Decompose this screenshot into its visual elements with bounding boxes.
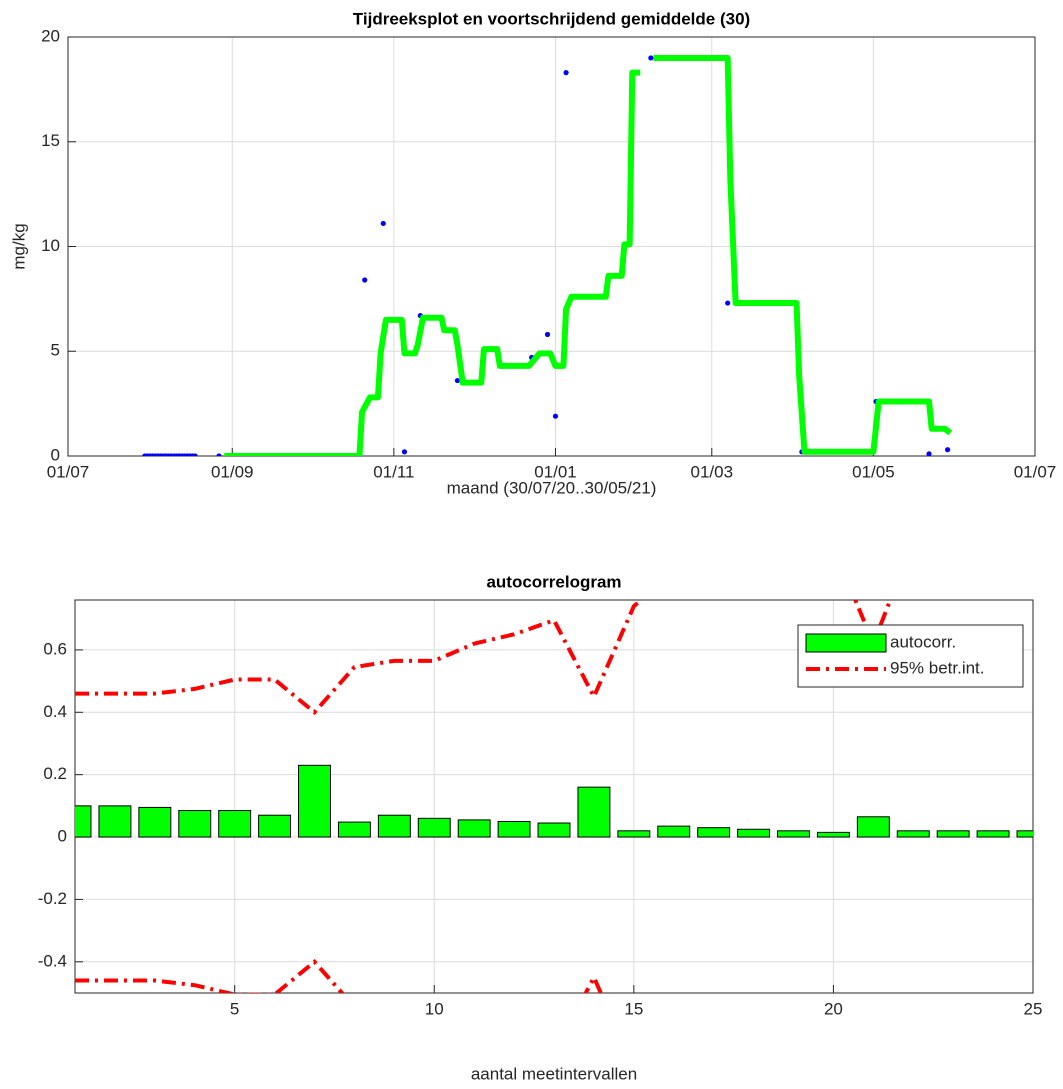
bar xyxy=(856,816,890,838)
x-axis-label: maand (30/07/20..30/05/21) xyxy=(447,478,657,497)
x-tick-label: 01/03 xyxy=(691,462,734,481)
data-point xyxy=(926,451,932,456)
axes: 01/07 01/09 01/11 01/01 01/03 01/05 01/0705101… xyxy=(41,26,1056,481)
bar xyxy=(417,817,451,838)
bar xyxy=(976,830,1010,838)
chart-title: autocorrelogram xyxy=(486,572,621,591)
x-tick-label: 25 xyxy=(1024,999,1043,1018)
data-point xyxy=(552,413,559,419)
x-tick-label: 01/07 xyxy=(1014,462,1057,481)
bar xyxy=(218,810,252,838)
data-point xyxy=(192,453,198,456)
y-tick-label: -0.2 xyxy=(38,889,67,908)
data-point xyxy=(401,449,408,455)
x-tick-label: 01/01 xyxy=(534,462,577,481)
bar xyxy=(617,830,651,838)
data-point xyxy=(725,300,731,306)
y-tick-label: 0.2 xyxy=(43,764,67,783)
bar xyxy=(657,825,691,838)
moving-average-line xyxy=(224,54,953,456)
data-point xyxy=(216,453,222,456)
bar xyxy=(737,828,771,838)
x-tick-label: 20 xyxy=(824,999,843,1018)
legend: autocorr. 95% betr.int. xyxy=(797,624,1024,688)
bar xyxy=(258,814,292,838)
bar xyxy=(178,810,212,838)
data-point xyxy=(944,447,951,453)
x-tick-label: 15 xyxy=(624,999,643,1018)
bar xyxy=(577,786,611,838)
x-tick-label: 01/05 xyxy=(852,462,895,481)
legend-swatch xyxy=(805,633,887,653)
y-tick-label: 10 xyxy=(41,236,60,255)
bar xyxy=(497,820,531,838)
x-tick-label: 01/07 xyxy=(47,462,90,481)
x-tick-label: 01/09 xyxy=(211,462,254,481)
y-tick-label: 5 xyxy=(51,341,60,360)
y-tick-label: -0.4 xyxy=(38,951,67,970)
data-point xyxy=(648,55,654,61)
x-tick-label: 5 xyxy=(230,999,239,1018)
bar xyxy=(337,821,371,838)
data-point xyxy=(380,220,386,227)
y-axis-label: mg/kg xyxy=(9,223,28,269)
y-tick-label: 0 xyxy=(51,445,60,464)
bar xyxy=(697,827,731,838)
chart-title: Tijdreeksplot en voortschrijdend gemidde… xyxy=(353,9,750,28)
bar xyxy=(936,830,970,838)
y-tick-label: 0.4 xyxy=(43,702,67,721)
bar xyxy=(896,830,930,838)
legend-label: autocorr. xyxy=(890,632,956,651)
y-tick-label: 20 xyxy=(41,26,60,45)
data-point xyxy=(362,277,368,283)
bar xyxy=(537,822,571,838)
bar xyxy=(1016,830,1033,838)
legend-label: 95% betr.int. xyxy=(890,658,985,677)
bar xyxy=(377,814,411,838)
x-tick-label: 10 xyxy=(425,999,444,1018)
y-tick-label: 0 xyxy=(58,827,67,846)
axes-box xyxy=(67,36,1036,457)
bar xyxy=(457,819,491,838)
bar xyxy=(75,805,92,838)
y-tick-label: 0.6 xyxy=(43,639,67,658)
axes-box xyxy=(74,599,1034,994)
bar xyxy=(298,764,331,838)
data-point xyxy=(454,377,461,384)
x-axis-label: aantal meetintervallen xyxy=(471,1064,637,1083)
x-tick-label: 01/11 xyxy=(373,462,414,481)
bar xyxy=(138,806,172,838)
bar xyxy=(777,830,810,838)
data-point xyxy=(563,70,569,76)
plot-content xyxy=(142,54,953,456)
bar xyxy=(98,805,132,838)
bar xyxy=(816,831,850,838)
y-tick-label: 15 xyxy=(41,131,60,150)
data-point xyxy=(544,331,551,338)
